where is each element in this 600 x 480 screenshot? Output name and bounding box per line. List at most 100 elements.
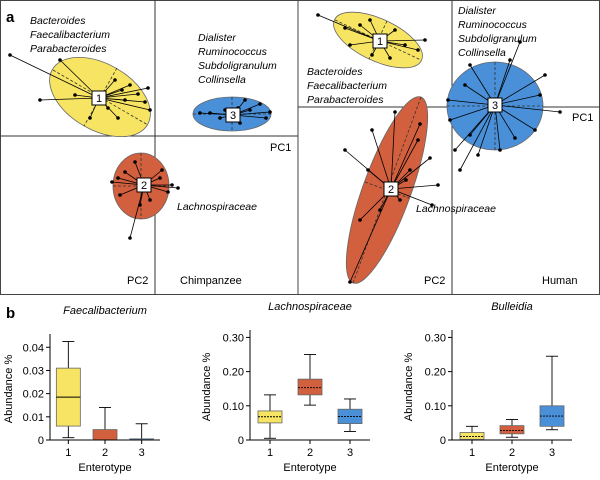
- chimp-genus-1-1: Faecalibacterium: [30, 29, 110, 41]
- boxplot-x-label: Enterotype: [485, 462, 538, 474]
- chimp-cluster-1-marker: 1: [91, 90, 107, 106]
- boxplot-x-label: Enterotype: [283, 462, 336, 474]
- human-genus-3-2: Subdoligranulum: [458, 33, 537, 45]
- human-sample-point: [446, 98, 450, 102]
- human-sample-point: [468, 63, 472, 67]
- boxplot-title: Bulleidia: [491, 301, 533, 313]
- human-cluster-1-id: 1: [377, 36, 383, 48]
- chimp-sample-point: [148, 198, 152, 202]
- chimp-sample-point: [146, 86, 150, 90]
- human-sample-point: [403, 43, 407, 47]
- boxplot-x-tick-label: 1: [469, 447, 475, 459]
- boxplot-box: [459, 432, 485, 440]
- human-cluster-2-marker: 2: [383, 181, 399, 197]
- chimp-genera-1: Bacteroides Faecalibacterium Parabactero…: [30, 15, 110, 55]
- human-spoke: [477, 104, 496, 156]
- human-sample-point: [343, 26, 347, 30]
- chimp-sample-point: [88, 116, 92, 120]
- boxplot-1: Faecalibacterium 0 0.01 0.02 0.03 0.04 Abundan…: [3, 305, 160, 474]
- boxplot-charts: Faecalibacterium 0 0.01 0.02 0.03 0.04 Abundan…: [3, 301, 572, 474]
- chimp-sample-point: [136, 92, 140, 96]
- human-sample-point: [370, 53, 374, 57]
- chimp-genus-1-2: Parabacteroides: [30, 43, 107, 55]
- human-sample-point: [366, 168, 370, 172]
- human-spoke: [317, 14, 381, 42]
- chimp-pc1-label: PC1: [270, 142, 291, 154]
- boxplot-x-tick-label: 2: [102, 447, 108, 459]
- human-genus-1-0: Bacteroides: [307, 66, 363, 78]
- chimp-genus-3-2: Subdoligranulum: [198, 60, 277, 72]
- chimp-sample-point: [133, 160, 137, 164]
- chimp-sample-point: [118, 193, 122, 197]
- boxplot-x-tick-label: 2: [509, 447, 515, 459]
- boxplot-x-tick-label: 2: [307, 447, 313, 459]
- boxplot-y-tick-label: 0.10: [425, 401, 446, 413]
- boxplot-y-tick-label: 0.30: [425, 332, 446, 344]
- boxplot-y-tick-label: 0: [38, 435, 44, 447]
- human-spoke: [390, 111, 396, 190]
- chimp-genera-3: Dialister Ruminococcus Subdoligranulum C…: [198, 32, 277, 86]
- chimp-genus-2-0: Lachnospiraceae: [177, 201, 257, 213]
- panel-b: b Faecalibacterium 0 0.01 0.02 0.03 0.04 Abund…: [3, 301, 572, 474]
- human-genus-3-0: Dialister: [458, 5, 496, 17]
- human-spoke: [390, 184, 439, 190]
- human-pc1-label: PC1: [572, 112, 593, 124]
- boxplot-box: [499, 425, 525, 435]
- chimp-cluster-1-box: [91, 90, 107, 106]
- human-spoke: [390, 123, 421, 190]
- human-spoke: [371, 129, 392, 190]
- boxplot-x-label: Enterotype: [78, 462, 131, 474]
- boxplot-y-tick-label: 0.20: [425, 367, 446, 379]
- chimp-sample-point: [268, 110, 272, 114]
- chimp-sample-point: [264, 116, 268, 120]
- human-sample-point: [508, 58, 512, 62]
- human-sample-point: [398, 198, 402, 202]
- human-sample-point: [430, 203, 434, 207]
- chimp-sample-point: [208, 111, 212, 115]
- human-sample-point: [463, 83, 467, 87]
- human-sample-point: [543, 73, 547, 77]
- human-sample-point: [476, 153, 480, 157]
- human-sample-point: [393, 110, 397, 114]
- boxplot-3: Bulleidia 0 0.10 0.20 0.30 Abundance % 1 2 3 Ente…: [403, 301, 572, 474]
- chimp-sample-point: [73, 93, 77, 97]
- boxplot-y-tick-label: 0.20: [223, 367, 244, 379]
- chimp-sample-point: [218, 116, 222, 120]
- boxplot-y-tick-label: 0.03: [23, 365, 44, 377]
- human-sample-point: [388, 56, 392, 60]
- boxplot-y-tick-label: 0.02: [23, 389, 44, 401]
- human-sample-point: [393, 28, 397, 32]
- boxplot-x-tick-label: 3: [139, 447, 145, 459]
- chimp-pc2-label: PC2: [127, 275, 148, 287]
- chimp-cluster-2-marker: 2: [136, 177, 152, 193]
- human-sample-point: [513, 136, 517, 140]
- human-sample-point: [348, 280, 352, 284]
- boxplot-x-tick-label: 1: [65, 447, 71, 459]
- human-sample-point: [428, 156, 432, 160]
- chimp-sample-point: [243, 98, 247, 102]
- human-sample-point: [453, 148, 457, 152]
- human-pc2-label: PC2: [424, 275, 445, 287]
- human-sample-point: [368, 18, 372, 22]
- chimp-sample-point: [110, 180, 114, 184]
- chimp-sample-point: [170, 183, 174, 187]
- chimp-cluster-1-id: 1: [96, 93, 102, 105]
- chimp-spoke: [98, 97, 146, 103]
- chimp-sample-point: [128, 236, 132, 240]
- boxplot-title: Lachnospiraceae: [268, 301, 352, 313]
- human-spoke: [494, 104, 561, 113]
- chimp-sample-point: [116, 176, 120, 180]
- human-genus-1-1: Faecalibacterium: [307, 80, 387, 92]
- human-sample-point: [378, 208, 382, 212]
- chimp-sample-point: [120, 88, 124, 92]
- chimp-sample-point: [148, 108, 152, 112]
- human-genus-3-3: Collinsella: [458, 47, 506, 59]
- human-genus-1-2: Parabacteroides: [307, 94, 384, 106]
- human-genus-3-1: Ruminococcus: [458, 19, 528, 31]
- human-sample-point: [416, 138, 420, 142]
- chimp-spoke: [98, 87, 149, 99]
- human-sample-points: [316, 13, 562, 284]
- human-cluster-3-id: 3: [492, 100, 498, 112]
